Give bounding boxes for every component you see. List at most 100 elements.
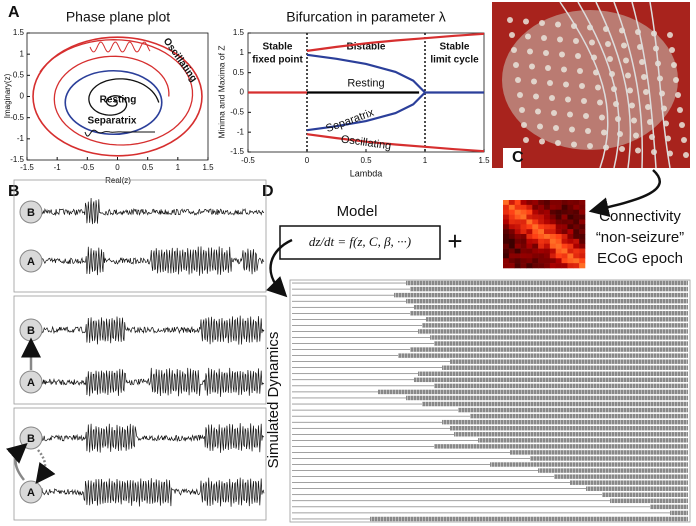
x-tick-label: -1 [54, 163, 62, 172]
curve-label: Separatrix [88, 116, 137, 127]
matrix-cell [503, 200, 510, 206]
matrix-cell [555, 214, 562, 220]
matrix-cell [532, 234, 539, 240]
matrix-cell [532, 258, 539, 264]
electrode [513, 62, 519, 68]
electrode [635, 147, 641, 154]
seizure-band [410, 311, 688, 316]
electrode [627, 87, 633, 94]
matrix-cell [573, 248, 580, 254]
trace [39, 315, 265, 345]
matrix-cell [526, 243, 533, 249]
matrix-cell [514, 253, 521, 259]
electrode [517, 92, 523, 98]
seizure-band [426, 317, 688, 322]
matrix-cell [561, 238, 568, 245]
electrode [673, 77, 679, 83]
matrix-cell [520, 248, 527, 254]
matrix-cell [508, 229, 516, 235]
series-label: Resting [347, 77, 384, 89]
seizure-band [530, 456, 688, 461]
matrix-cell [503, 263, 510, 269]
seizure-band [406, 395, 688, 401]
matrix-cell [526, 200, 533, 206]
node [19, 200, 43, 224]
matrix-cell [514, 219, 521, 225]
matrix-cell [514, 224, 521, 230]
matrix-cell [567, 209, 574, 215]
seizure-band [410, 286, 688, 292]
node-label: B [27, 433, 35, 445]
matrix-cell [561, 234, 568, 240]
region-label: limit cycle [430, 55, 479, 66]
matrix-cell [538, 224, 545, 230]
electrode [621, 42, 627, 49]
edge [6, 443, 28, 481]
electrode [557, 36, 563, 43]
trace [39, 367, 265, 397]
matrix-cell [538, 209, 545, 215]
matrix-cell [508, 209, 516, 215]
matrix-cell [532, 248, 539, 254]
electrode [559, 51, 565, 58]
region-label: Stable [439, 42, 469, 53]
x-tick-label: 0.5 [142, 163, 154, 172]
electrode [553, 125, 559, 131]
matrix-cell [532, 209, 539, 215]
seizure-band [510, 450, 688, 455]
matrix-cell [549, 209, 557, 215]
matrix-cell [520, 219, 527, 225]
arrow [588, 169, 661, 217]
y-label: Minima and Maxima of Z [216, 45, 226, 138]
series-line [306, 53, 484, 132]
matrix-cell [567, 234, 574, 240]
electrode [607, 56, 613, 62]
matrix-cell [508, 200, 516, 206]
matrix-cell [508, 243, 516, 249]
seizure-band [434, 383, 688, 389]
trace-box [13, 407, 267, 521]
y-tick-label: 0 [20, 92, 25, 101]
electrode [571, 141, 577, 148]
x-tick-label: 0.5 [360, 156, 372, 165]
trace-box [13, 179, 267, 293]
matrix-cell [526, 263, 533, 269]
oscillating-spiral [39, 39, 194, 146]
y-tick-label: 0.5 [233, 68, 245, 77]
matrix-cell [538, 248, 545, 254]
matrix-cell [544, 224, 551, 230]
matrix-cell [508, 224, 516, 230]
y-tick-label: -0.5 [10, 113, 24, 122]
matrix-cell [508, 238, 516, 245]
x-tick-label: -0.5 [241, 156, 255, 165]
matrix-cell [526, 224, 533, 230]
matrix-cell [573, 238, 580, 245]
matrix-cell [549, 204, 557, 211]
matrix-cell [555, 243, 562, 249]
matrix-cell [520, 258, 527, 264]
matrix-cell [567, 238, 574, 245]
matrix-cell [538, 200, 545, 206]
wire [595, 1, 632, 169]
electrode [677, 107, 683, 113]
matrix-cell [520, 263, 527, 269]
matrix-cell [526, 219, 533, 225]
matrix-cell [503, 229, 510, 235]
y-tick-label: 1 [240, 48, 245, 57]
electrode [599, 114, 605, 121]
electrode [623, 57, 629, 64]
matrix-cell [573, 214, 580, 220]
matrix-cell [573, 243, 580, 249]
electrode [681, 137, 687, 143]
x-label: Lambda [350, 168, 383, 178]
electrode [643, 89, 649, 95]
seizure-band [490, 462, 688, 467]
region-label: fixed point [252, 55, 303, 66]
matrix-cell [532, 243, 539, 249]
y-tick-label: 0 [240, 88, 245, 97]
matrix-cell [573, 200, 580, 206]
matrix-cell [520, 229, 527, 235]
matrix-cell [544, 253, 551, 259]
electrode [581, 98, 587, 104]
connectivity-text: Connectivity [599, 208, 681, 225]
